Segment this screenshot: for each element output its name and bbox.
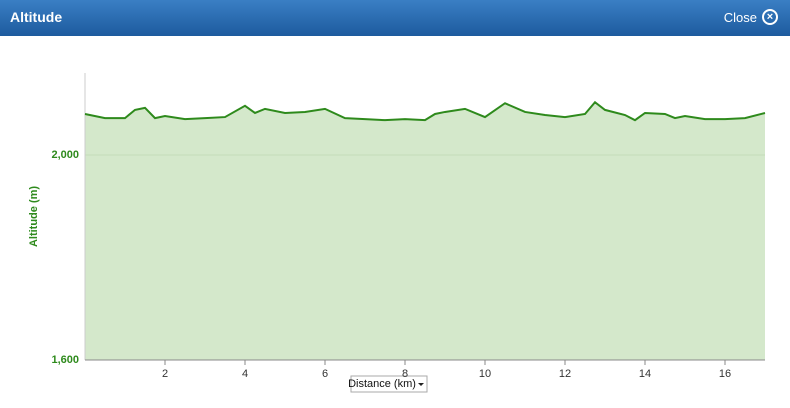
x-axis-label[interactable]: Distance (km) — [348, 378, 416, 390]
y-tick-label: 1,600 — [51, 354, 79, 366]
x-tick-label: 8 — [402, 368, 408, 380]
line — [84, 100, 766, 122]
area — [85, 102, 765, 361]
y-axis-label: Altitude (m) — [28, 186, 40, 247]
x-tick-label: 12 — [559, 368, 571, 380]
dialog-title: Altitude — [10, 9, 63, 25]
x-tick-label: 6 — [322, 368, 328, 380]
dropdown-arrow[interactable] — [418, 383, 424, 386]
y-tick-label: 2,000 — [51, 149, 79, 161]
x-tick-label: 2 — [162, 368, 168, 380]
close-button[interactable]: Close × — [724, 9, 778, 25]
x-tick-label: 4 — [242, 368, 248, 380]
x-tick-label: 14 — [639, 368, 651, 380]
chart: 1,600 2,000 2 4 6 8 10 12 14 16 Altitude (m) Distan… — [28, 73, 766, 393]
x-tick-label: 10 — [479, 368, 491, 380]
close-label[interactable]: Close — [723, 9, 757, 25]
header: Altitude Close × — [0, 0, 790, 36]
close-icon[interactable]: × — [762, 9, 778, 25]
x-tick-label: 16 — [719, 368, 731, 380]
x-axis-dropdown[interactable] — [350, 375, 428, 393]
